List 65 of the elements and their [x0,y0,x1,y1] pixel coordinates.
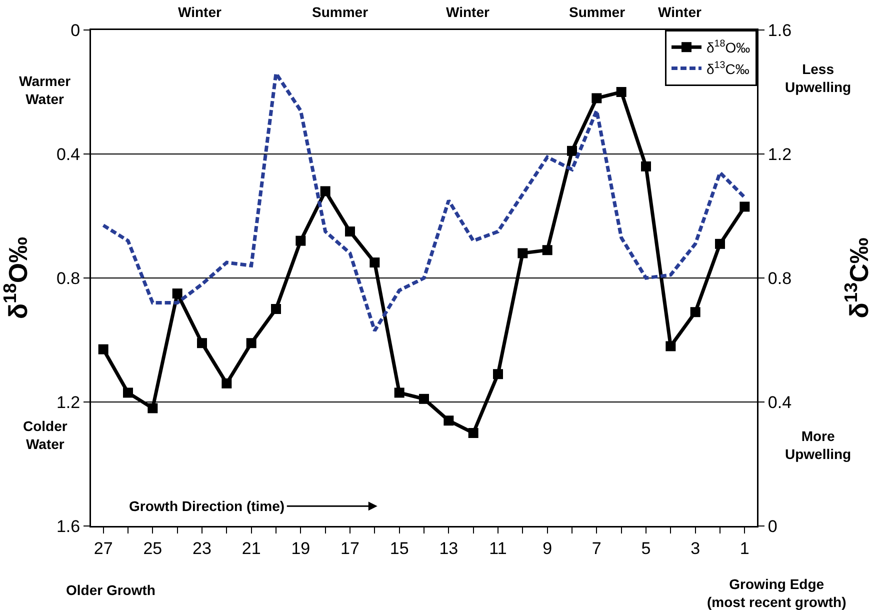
point [715,238,725,249]
x-tick-label: 11 [489,538,507,558]
y-tick-label: 0.8 [56,268,80,288]
point [222,378,232,388]
text: Summer [569,4,626,20]
x-tick-label: 19 [291,538,310,558]
x-tick-label: 1 [740,538,750,558]
point [246,338,256,348]
point [616,87,626,97]
text: Warmer Water [19,73,72,108]
point [123,388,133,398]
legend-label: δ$^{18}$O‰ [706,38,750,56]
x-tick-label: 9 [542,538,552,558]
y-tick-label: 1.6 [56,516,80,536]
text: More Upwelling [785,428,852,462]
x-tick-label: 5 [641,538,651,558]
point [666,341,676,352]
point [419,394,429,404]
y2-tick-label: 0 [768,516,778,536]
text: Winter [178,4,222,20]
point [98,344,108,354]
x-tick-label: 21 [242,538,261,558]
x-tick-label: 15 [390,538,409,558]
text: Less Upwelling [785,61,852,96]
text: Winter [658,4,702,20]
point [296,236,306,246]
point [567,146,577,156]
x-tick-label: 7 [592,538,602,558]
point [320,186,330,196]
x-tick-label: 27 [94,538,113,558]
x-tick-label: 13 [439,538,458,558]
point [345,226,355,236]
point [394,388,404,398]
point [740,202,750,212]
point [271,304,281,314]
point [542,245,552,256]
text: Growing Edge (most recent growth) [707,576,846,610]
y2-tick-label: 1.6 [768,20,792,40]
annotation: Growth Direction (time) [129,498,285,514]
point [197,338,207,348]
point [172,288,182,298]
text: Winter [446,4,490,20]
point [468,428,478,438]
point [518,248,528,258]
point [444,416,454,426]
point [592,93,602,104]
legend-label: δ$^{13}$C‰ [706,60,750,77]
point [493,369,503,380]
x-tick-label: 3 [690,538,700,558]
text: Older Growth [66,582,156,598]
y-tick-label: 0 [70,20,80,40]
point [148,403,158,414]
y-tick-label: 0.4 [56,144,80,164]
point [370,258,380,268]
text: Colder Water [23,418,68,452]
x-tick-label: 25 [143,538,162,558]
point [690,307,700,318]
y2-tick-label: 1.2 [768,144,792,164]
text: Summer [312,4,369,20]
y2-tick-label: 0.8 [768,268,792,288]
y-tick-label: 1.2 [56,392,80,412]
x-tick-label: 17 [340,538,360,558]
y2-tick-label: 0.4 [768,392,792,412]
x-tick-label: 23 [192,538,212,558]
point [641,161,651,172]
